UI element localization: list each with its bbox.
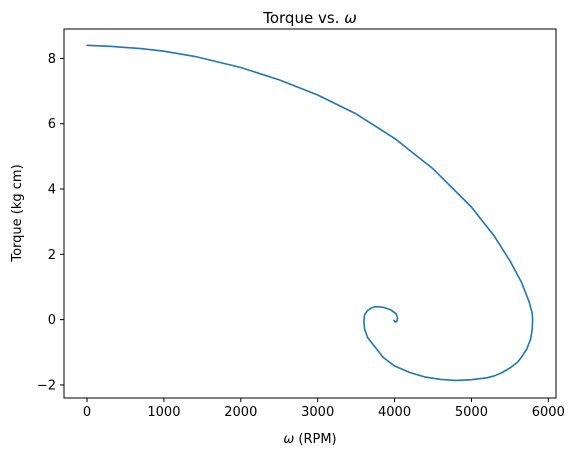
x-axis-label-omega-symbol: ω xyxy=(283,432,294,447)
plot-area-frame xyxy=(63,28,557,399)
series-line-torque xyxy=(86,44,534,382)
y-tick-label: 4 xyxy=(48,183,56,198)
y-tick-label: 2 xyxy=(48,248,56,263)
x-tick-label: 2000 xyxy=(224,405,257,420)
series-layer xyxy=(86,44,534,382)
y-tick-label: 0 xyxy=(48,313,56,328)
x-tick-label: 5000 xyxy=(455,405,488,420)
y-tick-label: 8 xyxy=(48,52,56,67)
y-axis-label: Torque (kg cm) xyxy=(10,164,25,262)
ticks-layer: 0 1000 2000 3000 4000 5000 6000 −2 0 2 4 6 8 xyxy=(37,52,565,420)
chart-title-omega-symbol: ω xyxy=(344,9,357,27)
x-axis-label: ω (RPM) xyxy=(283,432,336,447)
x-tick-label: 4000 xyxy=(378,405,411,420)
x-tick-label: 3000 xyxy=(301,405,334,420)
chart-title: Torque vs. ω xyxy=(262,9,357,27)
y-tick-label: 6 xyxy=(48,117,56,132)
x-tick-label: 1000 xyxy=(147,405,180,420)
y-tick-label: −2 xyxy=(37,378,56,393)
x-tick-label: 0 xyxy=(83,405,91,420)
x-tick-label: 6000 xyxy=(532,405,565,420)
